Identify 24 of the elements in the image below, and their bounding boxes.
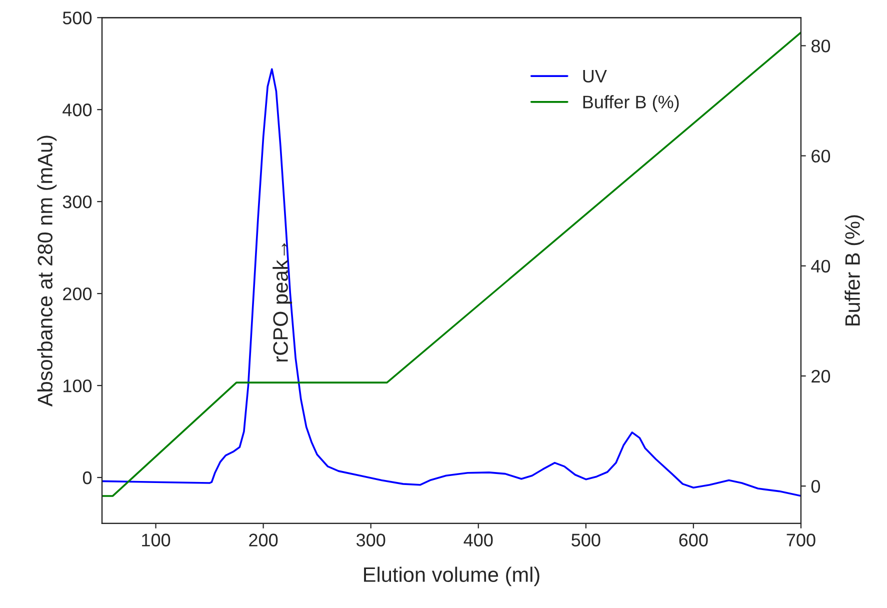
legend-label: UV [583,70,607,83]
y-tick-label: 500 [62,12,92,24]
x-tick-label: 700 [786,534,816,546]
y-tick-label: 100 [64,379,92,392]
x-axis-title: Elution volume (ml) [364,566,540,586]
y2-tick-label: 80 [811,40,830,52]
annotation: rCPO peak→ [272,243,292,362]
y2-tick-label: 40 [811,260,830,273]
y2-axis-title: Buffer B (%) [844,215,864,326]
x-tick-label: 200 [249,534,278,546]
y2-tick-label: 60 [812,150,830,163]
y2-tick-label: 0 [811,480,820,493]
x-tick-label: 600 [679,534,708,546]
y-tick-label: 400 [62,104,92,116]
y2-tick-label: 20 [812,370,830,383]
y-axis-title: Absorbance at 280 nm (mAu) [37,136,57,407]
x-tick-label: 500 [572,534,600,546]
legend-label: Buffer B (%) [583,95,679,112]
y-tick-label: 0 [82,471,92,484]
x-tick-label: 300 [356,534,386,546]
y-tick-label: 300 [62,196,92,208]
y-tick-label: 200 [63,287,92,300]
x-tick-label: 400 [464,534,493,546]
x-tick-label: 100 [142,534,170,546]
